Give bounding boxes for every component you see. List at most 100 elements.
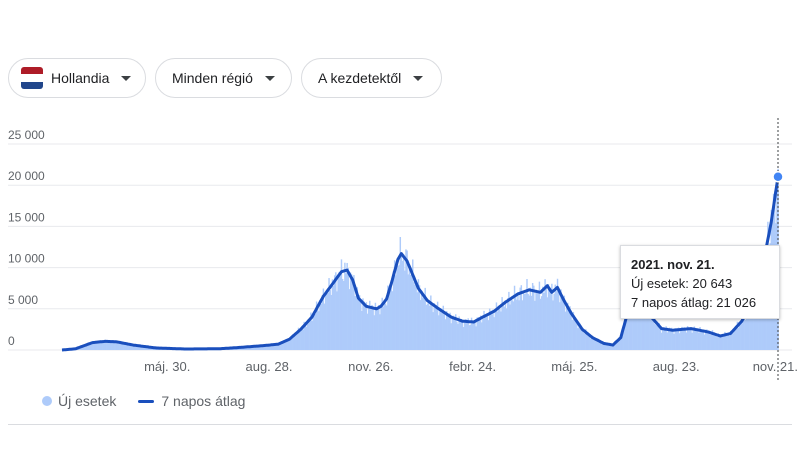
daily-case-bar (505, 308, 508, 350)
daily-case-bar (755, 290, 758, 350)
country-selector[interactable]: Hollandia (8, 58, 146, 98)
daily-case-bar (361, 310, 363, 350)
daily-case-bar (434, 308, 437, 350)
daily-case-bar (260, 345, 262, 350)
daily-case-bar (393, 260, 396, 350)
daily-case-bar (641, 292, 644, 350)
daily-case-bar (321, 295, 323, 350)
daily-case-bar (723, 335, 725, 350)
daily-case-bar (344, 262, 346, 350)
daily-case-bar (655, 325, 657, 350)
daily-case-bar (512, 301, 515, 350)
daily-case-bar (431, 302, 433, 350)
daily-case-bar (406, 250, 408, 350)
daily-case-bar (624, 321, 627, 350)
daily-case-bar (257, 345, 259, 350)
daily-case-bar (272, 343, 275, 350)
daily-case-bar (287, 340, 290, 350)
daily-case-bar (654, 323, 656, 350)
daily-case-bar (278, 343, 280, 350)
daily-case-bar (379, 314, 381, 350)
daily-case-bar (281, 341, 284, 350)
daily-case-bar (294, 333, 296, 350)
daily-case-bar (352, 280, 354, 350)
daily-case-bar (502, 302, 504, 350)
y-tick-label: 5 000 (8, 293, 38, 307)
daily-case-bar (298, 331, 301, 350)
daily-case-bar (95, 343, 97, 350)
daily-case-bar (721, 336, 724, 350)
region-selector[interactable]: Minden régió (155, 58, 292, 98)
daily-case-bar (563, 295, 566, 350)
daily-case-bar (97, 342, 100, 350)
country-label: Hollandia (51, 70, 110, 86)
daily-case-bar (246, 347, 249, 350)
daily-case-bar (392, 270, 395, 350)
period-selector[interactable]: A kezdetektől (301, 58, 442, 98)
daily-case-bar (107, 342, 110, 350)
daily-case-bar (621, 332, 623, 350)
daily-case-bar (126, 344, 129, 350)
daily-case-bar (254, 345, 257, 350)
daily-case-bar (667, 331, 670, 350)
daily-case-bar (613, 344, 615, 350)
daily-case-bar (648, 317, 650, 350)
daily-case-bar (400, 255, 403, 350)
daily-case-bar (305, 326, 308, 350)
daily-case-bar (555, 291, 558, 350)
daily-case-bar (111, 341, 113, 350)
daily-case-bar (417, 279, 420, 350)
daily-case-bar (607, 344, 610, 350)
daily-case-bar (296, 332, 299, 350)
daily-case-bar (313, 312, 316, 350)
daily-case-bar (266, 345, 268, 350)
daily-case-bar (597, 338, 599, 350)
daily-case-bar (516, 299, 518, 350)
daily-case-bar (703, 334, 706, 350)
daily-case-bar (742, 313, 744, 350)
daily-case-bar (388, 290, 390, 350)
daily-case-bar (369, 300, 371, 350)
daily-case-bar (562, 297, 564, 350)
daily-case-bar (415, 281, 417, 350)
daily-case-bar (537, 291, 540, 350)
daily-case-bar (715, 334, 717, 350)
daily-case-bar (611, 345, 613, 350)
daily-case-bar (280, 343, 283, 350)
daily-case-bar (96, 342, 98, 350)
daily-case-bar (102, 342, 104, 350)
daily-case-bar (536, 293, 538, 350)
daily-case-bar (323, 303, 326, 350)
daily-case-bar (580, 328, 583, 350)
daily-case-bar (264, 346, 267, 350)
daily-case-bar (595, 340, 597, 350)
daily-case-bar (358, 295, 361, 350)
daily-case-bar (699, 327, 701, 350)
daily-case-bar (382, 306, 385, 350)
daily-case-bar (324, 294, 327, 350)
daily-case-bar (335, 272, 337, 350)
daily-case-bar (367, 308, 370, 350)
daily-case-bar (608, 344, 611, 350)
x-tick-label: máj. 25. (551, 359, 597, 374)
daily-case-bar (322, 288, 325, 350)
daily-case-bar (267, 344, 269, 350)
daily-case-bar (645, 303, 647, 350)
daily-case-bar (381, 297, 383, 350)
daily-case-bar (559, 302, 561, 350)
daily-case-bar (262, 345, 265, 350)
daily-case-bar (348, 289, 351, 350)
daily-case-bar (577, 328, 579, 350)
daily-case-bar (355, 296, 357, 350)
daily-case-bar (546, 297, 549, 350)
daily-case-bar (304, 322, 307, 350)
daily-case-bar (338, 271, 340, 350)
daily-case-bar (397, 266, 399, 350)
daily-case-bar (590, 335, 593, 350)
daily-case-bar (138, 346, 140, 350)
daily-case-bar (448, 313, 450, 350)
daily-case-bar (479, 315, 482, 350)
daily-case-bar (589, 338, 592, 350)
daily-case-bar (495, 302, 498, 350)
daily-case-bar (447, 315, 449, 350)
